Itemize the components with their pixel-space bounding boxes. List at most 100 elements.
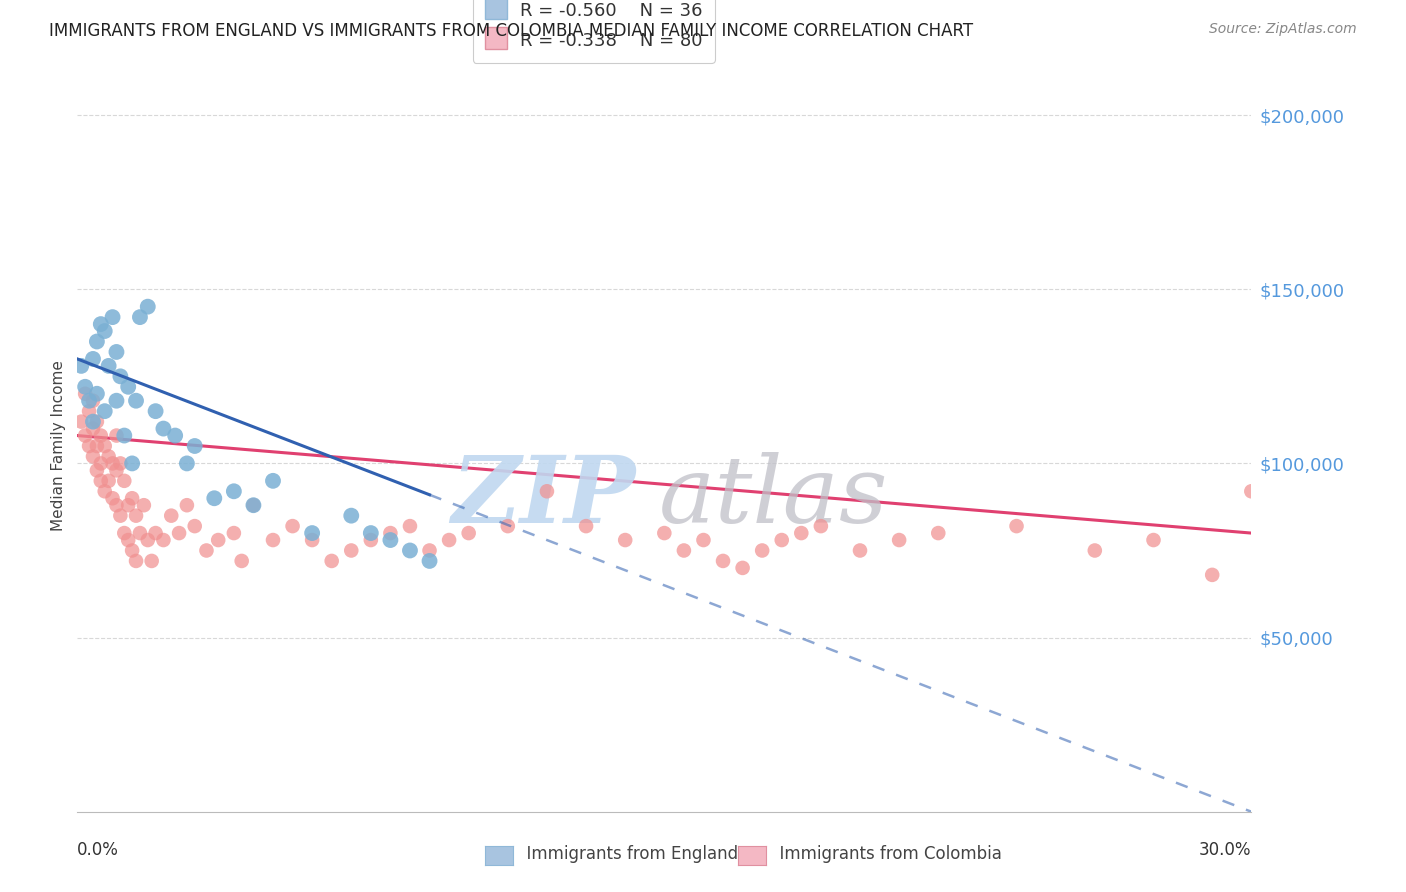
Point bbox=[121, 543, 143, 558]
Point bbox=[242, 498, 264, 512]
Point bbox=[176, 498, 198, 512]
Point bbox=[222, 484, 245, 499]
Point bbox=[207, 533, 229, 547]
Point bbox=[927, 526, 949, 541]
Text: atlas: atlas bbox=[658, 452, 889, 542]
Text: ZIP: ZIP bbox=[451, 452, 636, 542]
Point bbox=[97, 474, 120, 488]
Point bbox=[101, 491, 124, 506]
Point bbox=[90, 457, 112, 471]
Point bbox=[1240, 484, 1263, 499]
Point bbox=[380, 526, 402, 541]
Point bbox=[93, 439, 115, 453]
Y-axis label: Median Family Income: Median Family Income bbox=[51, 360, 66, 532]
Point bbox=[437, 533, 460, 547]
Point bbox=[419, 543, 441, 558]
Point bbox=[262, 533, 284, 547]
Point bbox=[183, 519, 207, 533]
Point bbox=[93, 404, 115, 418]
Point bbox=[889, 533, 911, 547]
Point bbox=[86, 334, 108, 349]
Text: Immigrants from England: Immigrants from England bbox=[516, 845, 738, 863]
Point bbox=[202, 491, 225, 506]
Point bbox=[82, 393, 104, 408]
Point bbox=[75, 380, 97, 394]
Point bbox=[105, 345, 128, 359]
Point bbox=[614, 533, 637, 547]
Point bbox=[86, 386, 108, 401]
Point bbox=[77, 404, 100, 418]
Point bbox=[672, 543, 695, 558]
Point bbox=[86, 415, 108, 429]
Point bbox=[86, 463, 108, 477]
Point bbox=[97, 450, 120, 464]
Point bbox=[112, 474, 135, 488]
Point bbox=[770, 533, 793, 547]
Point bbox=[93, 484, 115, 499]
Point bbox=[810, 519, 832, 533]
Point bbox=[90, 474, 112, 488]
Text: 0.0%: 0.0% bbox=[77, 841, 120, 859]
Point bbox=[110, 369, 132, 384]
Point bbox=[97, 359, 120, 373]
Point bbox=[105, 428, 128, 442]
Point bbox=[145, 404, 167, 418]
Point bbox=[167, 526, 190, 541]
Point bbox=[321, 554, 343, 568]
Point bbox=[360, 526, 382, 541]
Point bbox=[117, 533, 139, 547]
Point bbox=[231, 554, 253, 568]
Point bbox=[93, 324, 115, 338]
Point bbox=[117, 498, 139, 512]
Point bbox=[176, 457, 198, 471]
Point bbox=[711, 554, 734, 568]
Point bbox=[692, 533, 714, 547]
Point bbox=[152, 533, 174, 547]
Point bbox=[77, 393, 100, 408]
Text: 30.0%: 30.0% bbox=[1199, 841, 1251, 859]
Point bbox=[82, 450, 104, 464]
Point bbox=[82, 351, 104, 366]
Point bbox=[136, 300, 159, 314]
Point bbox=[105, 463, 128, 477]
Point bbox=[301, 526, 323, 541]
Point bbox=[1201, 567, 1223, 582]
Point bbox=[457, 526, 479, 541]
Point bbox=[731, 561, 754, 575]
Point bbox=[129, 526, 152, 541]
Point bbox=[75, 386, 97, 401]
Legend: R = -0.560    N = 36, R = -0.338    N = 80: R = -0.560 N = 36, R = -0.338 N = 80 bbox=[472, 0, 714, 63]
Text: Immigrants from Colombia: Immigrants from Colombia bbox=[769, 845, 1002, 863]
Point bbox=[125, 508, 148, 523]
Point bbox=[1142, 533, 1164, 547]
Point bbox=[110, 508, 132, 523]
Point bbox=[141, 554, 163, 568]
Point bbox=[281, 519, 304, 533]
Point bbox=[145, 526, 167, 541]
Point bbox=[105, 498, 128, 512]
Point bbox=[90, 317, 112, 331]
Point bbox=[1084, 543, 1107, 558]
Point bbox=[380, 533, 402, 547]
Point bbox=[399, 543, 422, 558]
Point bbox=[112, 526, 135, 541]
Point bbox=[536, 484, 558, 499]
Point bbox=[790, 526, 813, 541]
Point bbox=[262, 474, 284, 488]
Point bbox=[301, 533, 323, 547]
Point bbox=[242, 498, 264, 512]
Point bbox=[70, 415, 93, 429]
Point bbox=[340, 543, 363, 558]
Point bbox=[110, 457, 132, 471]
Point bbox=[195, 543, 218, 558]
Point bbox=[101, 310, 124, 325]
Point bbox=[496, 519, 519, 533]
Point bbox=[75, 428, 97, 442]
Point bbox=[101, 457, 124, 471]
Point bbox=[82, 415, 104, 429]
Point bbox=[652, 526, 676, 541]
Point bbox=[222, 526, 245, 541]
Point bbox=[117, 380, 139, 394]
Point bbox=[360, 533, 382, 547]
Point bbox=[132, 498, 155, 512]
